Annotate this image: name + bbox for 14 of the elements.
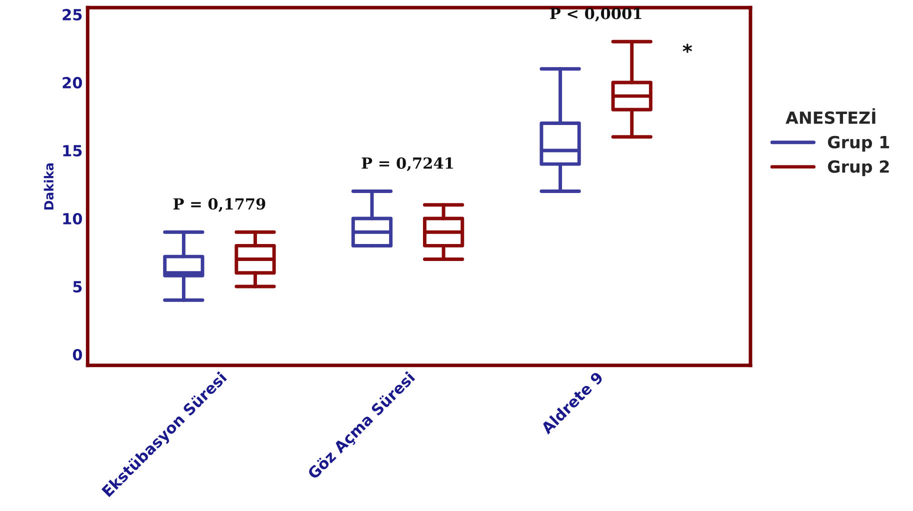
annotation: P < 0,0001 (550, 8, 642, 22)
annotation: P = 0,1779 (173, 198, 266, 212)
y-tick-label: 10 (63, 212, 82, 224)
annotation: * (682, 44, 692, 53)
legend-title: ANESTEZİ (786, 108, 876, 124)
y-tick-label: 0 (72, 348, 82, 361)
annotation: P = 0,7241 (362, 157, 453, 172)
y-axis-title: Dakika (44, 163, 54, 210)
y-tick-label: 15 (63, 145, 82, 156)
y-tick-label: 5 (73, 281, 82, 292)
y-tick-label: 25 (62, 8, 82, 20)
legend-label: Grup 1 (828, 136, 890, 152)
legend-label: Grup 2 (828, 160, 889, 176)
y-tick-label: 20 (62, 76, 82, 88)
